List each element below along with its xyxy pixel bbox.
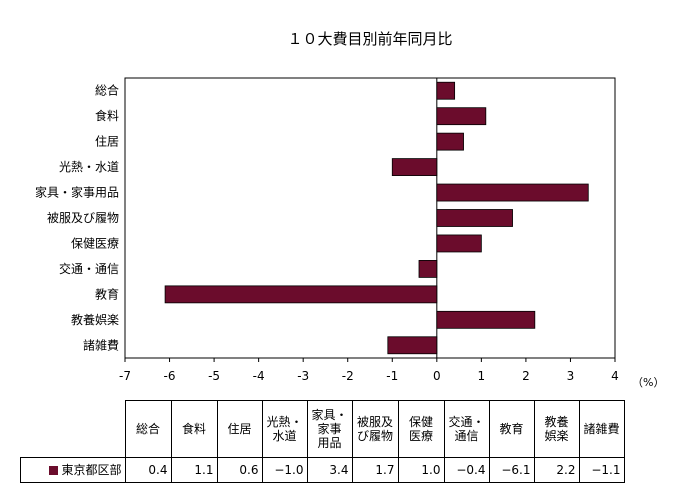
- category-label: 保健医療: [71, 236, 119, 250]
- category-label: 家具・家事用品: [35, 185, 119, 200]
- category-label: 教育: [95, 286, 119, 301]
- x-tick-label: -2: [342, 369, 354, 383]
- table-header-cell: 教養 娯楽: [533, 400, 580, 458]
- table-header-cell: 光熱・ 水道: [261, 400, 308, 458]
- x-tick-label: -7: [119, 369, 131, 383]
- bar: [436, 107, 487, 126]
- table-header-row: 総合 食料 住居 光熱・ 水道 家具・ 家事 用品 被服及 び履物 保健 医療 交通・ 通信教…: [20, 400, 625, 458]
- category-label: 諸雑費: [83, 337, 119, 352]
- x-tick-label: -5: [208, 369, 220, 383]
- table-cell: −0.4: [443, 457, 490, 483]
- table-cell: 3.4: [306, 457, 353, 483]
- unit-label: （%）: [632, 376, 664, 389]
- chart-title: １０大費目別前年同月比: [287, 30, 452, 48]
- bar: [418, 260, 438, 278]
- chart: １０大費目別前年同月比 -7 -6 -5 -4 -3 -2 -1 0 1 2 3 4 総合食料住居光熱…: [35, 30, 664, 389]
- table-cell: 1.0: [397, 457, 445, 483]
- bar: [391, 158, 438, 176]
- category-label: 被服及び履物: [47, 211, 119, 225]
- bar: [436, 183, 589, 202]
- bar: [436, 310, 536, 329]
- table-header-cell: 食料: [170, 400, 218, 458]
- x-tick-label: 2: [522, 369, 530, 383]
- table-header-cell: 諸雑費: [578, 400, 625, 458]
- x-tick-label: -6: [164, 369, 176, 383]
- table-header-cell: 家具・ 家事 用品: [306, 400, 353, 458]
- bar: [436, 81, 456, 100]
- plot-area: [124, 77, 616, 359]
- series-swatch: [49, 466, 59, 475]
- series-cell: 東京都区部: [20, 457, 126, 483]
- bar: [387, 336, 438, 355]
- category-label: 光熱・水道: [59, 160, 119, 174]
- category-label: 交通・通信: [59, 261, 119, 276]
- bars: [164, 81, 589, 355]
- table-corner: [20, 400, 126, 458]
- x-tick-label: 1: [478, 369, 486, 383]
- table-row: 東京都区部 0.4 1.1 0.6 −1.0 3.4 1.7 1.0 −0.4 −6.1 2.2−…: [20, 457, 625, 483]
- table-cell: −6.1: [488, 457, 535, 483]
- x-tick-label: -1: [386, 369, 398, 383]
- bar: [436, 209, 513, 227]
- table-cell: 1.1: [170, 457, 218, 483]
- bar: [164, 285, 438, 304]
- table-cell: 0.4: [124, 457, 172, 483]
- category-labels: 総合食料住居光熱・水道家具・家事用品被服及び履物保健医療交通・通信教育教養娯楽諸…: [35, 83, 119, 353]
- table-header-cell: 交通・ 通信: [443, 400, 490, 458]
- x-tick-label: -3: [297, 369, 309, 383]
- category-label: 総合: [95, 83, 119, 98]
- table-header-cell: 住居: [216, 400, 263, 458]
- x-tick-label: 4: [611, 369, 619, 383]
- category-label: 教養娯楽: [71, 312, 119, 327]
- table-cell: −1.1: [578, 457, 625, 483]
- x-tick-label: 3: [567, 369, 575, 383]
- bar: [436, 234, 482, 253]
- table-cell: 2.2: [533, 457, 580, 483]
- series-name: 東京都区部: [61, 463, 122, 477]
- table-header-cell: 総合: [124, 400, 172, 458]
- x-tick-label: 0: [433, 369, 441, 383]
- table-cell: −1.0: [261, 457, 308, 483]
- category-label: 住居: [95, 135, 119, 149]
- data-table: 総合 食料 住居 光熱・ 水道 家具・ 家事 用品 被服及 び履物 保健 医療 交通・ 通信教…: [20, 400, 625, 483]
- x-tick-label: -4: [253, 369, 265, 383]
- table-cell: 1.7: [351, 457, 399, 483]
- table-header-cell: 被服及 び履物: [351, 400, 399, 458]
- x-ticks: -7 -6 -5 -4 -3 -2 -1 0 1 2 3 4: [119, 358, 619, 383]
- table-header-cell: 教育: [488, 400, 535, 458]
- category-label: 食料: [95, 108, 119, 123]
- table-header-cell: 保健 医療: [397, 400, 445, 458]
- bar: [436, 132, 464, 151]
- table-cell: 0.6: [216, 457, 263, 483]
